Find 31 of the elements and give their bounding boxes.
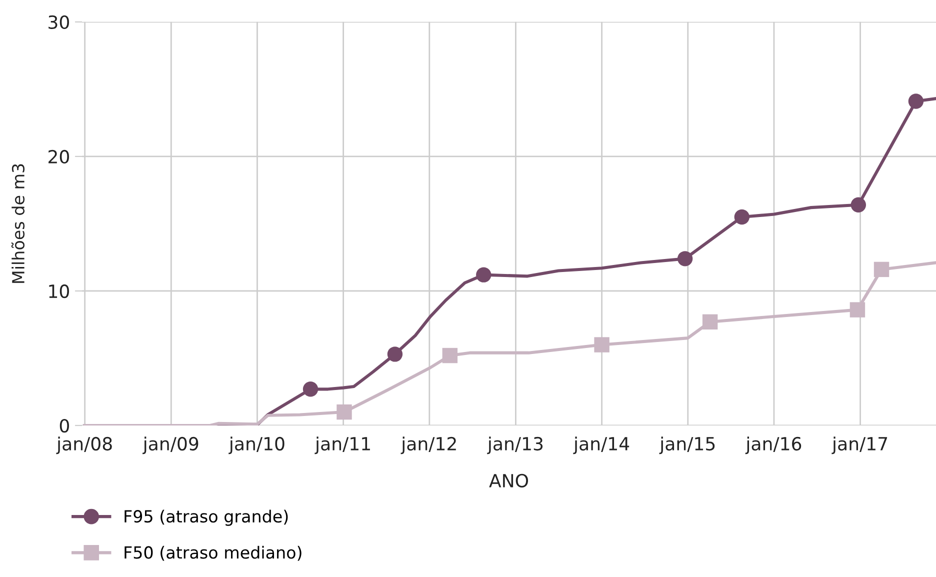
- x-tick-label: jan/17: [832, 436, 888, 454]
- point: [850, 302, 866, 318]
- point: [702, 314, 718, 330]
- x-tick-label: jan/11: [314, 436, 370, 454]
- y-tick-label: 10: [49, 284, 69, 298]
- x-tick-label: jan/14: [573, 436, 630, 454]
- point: [874, 262, 890, 278]
- point: [850, 197, 866, 212]
- point: [336, 404, 352, 420]
- point: [677, 251, 693, 266]
- y-axis-title: Milhões de m3: [11, 164, 25, 283]
- y-tick-label: 20: [48, 150, 69, 164]
- point: [442, 348, 458, 364]
- point: [387, 346, 403, 362]
- x-tick-label: jan/10: [228, 436, 284, 454]
- y-tick-label: 30: [48, 15, 69, 30]
- point: [908, 94, 924, 109]
- point: [476, 267, 492, 282]
- y-tick-label: 0: [60, 418, 69, 433]
- x-tick-label: jan/09: [142, 436, 198, 454]
- x-tick-label: jan/16: [745, 436, 802, 454]
- x-axis-title: ANO: [489, 474, 528, 488]
- legend-label: F50 (atraso mediano): [124, 546, 302, 561]
- point: [594, 337, 610, 352]
- x-tick-label: jan/12: [400, 436, 456, 454]
- point: [302, 382, 318, 397]
- point: [734, 209, 750, 225]
- x-tick-label: jan/08: [56, 436, 112, 454]
- x-tick-label: jan/15: [659, 436, 715, 454]
- x-tick-label: jan/13: [487, 436, 543, 454]
- legend-label: F95 (atraso grande): [124, 510, 288, 526]
